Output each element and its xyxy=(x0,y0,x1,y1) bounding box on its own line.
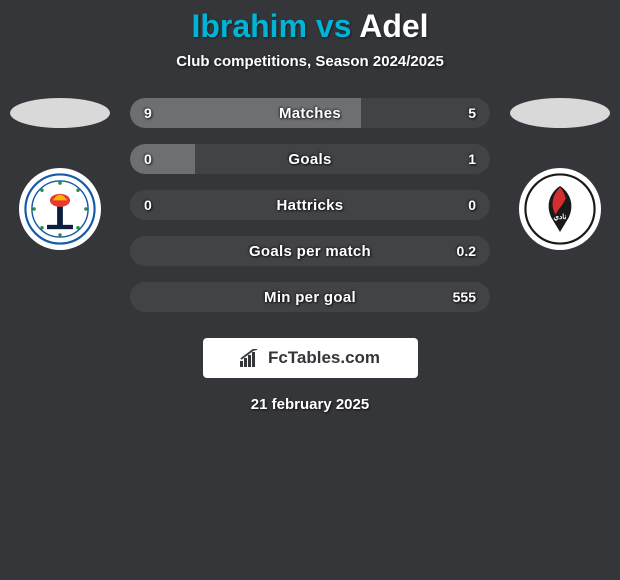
chart-icon xyxy=(240,349,262,367)
stat-row: Goals per match0.2 xyxy=(130,236,490,266)
footer-date: 21 february 2025 xyxy=(0,396,620,413)
comparison-widget: Ibrahim vs Adel Club competitions, Seaso… xyxy=(0,0,620,413)
stat-value-left: 0 xyxy=(144,144,152,174)
stat-row: Goals0 1 xyxy=(130,144,490,174)
svg-text:نادي: نادي xyxy=(553,212,566,222)
left-column xyxy=(8,98,112,250)
subtitle: Club competitions, Season 2024/2025 xyxy=(0,53,620,70)
player1-name: Ibrahim xyxy=(191,8,307,44)
title: Ibrahim vs Adel xyxy=(0,8,620,45)
right-column: نادي xyxy=(508,98,612,250)
player2-name: Adel xyxy=(359,8,428,44)
stat-label: Matches xyxy=(130,98,490,128)
player1-marker-ellipse xyxy=(10,98,110,128)
stat-value-right: 1 xyxy=(468,144,476,174)
comparison-body: Matches95Goals01Hattricks00Goals per mat… xyxy=(0,98,620,328)
source-badge-text: FcTables.com xyxy=(268,348,380,368)
stat-value-right: 5 xyxy=(468,98,476,128)
club2-emblem-icon: نادي xyxy=(524,173,596,245)
player2-marker-ellipse xyxy=(510,98,610,128)
stat-value-right: 555 xyxy=(453,282,476,312)
stat-value-left: 9 xyxy=(144,98,152,128)
stat-label: Hattricks xyxy=(130,190,490,220)
vs-separator: vs xyxy=(316,8,352,44)
stat-label: Goals xyxy=(130,144,490,174)
stat-row: Min per goal555 xyxy=(130,282,490,312)
player1-club-logo xyxy=(19,168,101,250)
stat-label: Min per goal xyxy=(130,282,490,312)
stat-row: Matches9 5 xyxy=(130,98,490,128)
stat-value-left: 0 xyxy=(144,190,152,220)
stat-value-right: 0 xyxy=(468,190,476,220)
stat-value-right: 0.2 xyxy=(457,236,476,266)
stat-label: Goals per match xyxy=(130,236,490,266)
player2-club-logo: نادي xyxy=(519,168,601,250)
stat-row: Hattricks0 0 xyxy=(130,190,490,220)
club1-emblem-icon xyxy=(24,173,96,245)
source-badge[interactable]: FcTables.com xyxy=(203,338,418,378)
stat-bars: Matches95Goals01Hattricks00Goals per mat… xyxy=(130,98,490,328)
